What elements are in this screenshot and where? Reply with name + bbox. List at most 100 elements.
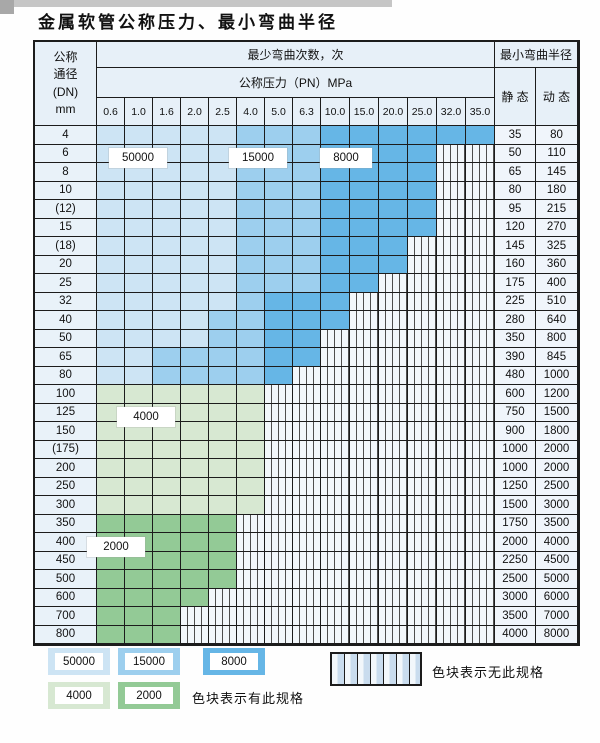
static-radius-value: 3000: [495, 588, 536, 607]
cell-bend-times-4000: [237, 477, 265, 496]
cell-bend-times-50000: [181, 274, 209, 293]
cell-bend-times-8000: [379, 126, 408, 145]
cell-bend-times-2000: [97, 570, 125, 589]
cell-bend-times-2000: [181, 533, 209, 552]
cell-no-spec: [408, 440, 437, 459]
cell-bend-times-8000: [379, 181, 408, 200]
cell-bend-times-15000: [237, 126, 265, 145]
cell-bend-times-50000: [153, 200, 181, 219]
pressure-column-header: 1.0: [125, 98, 153, 126]
dynamic-radius-value: 7000: [536, 607, 578, 626]
pressure-column-header: 2.0: [181, 98, 209, 126]
cell-no-spec: [350, 440, 379, 459]
cell-no-spec: [379, 440, 408, 459]
cell-bend-times-2000: [97, 514, 125, 533]
cell-bend-times-50000: [125, 200, 153, 219]
cell-bend-times-4000: [153, 459, 181, 478]
cell-no-spec: [293, 551, 321, 570]
cell-no-spec: [466, 274, 495, 293]
cell-no-spec: [408, 385, 437, 404]
cell-bend-times-50000: [209, 200, 237, 219]
cell-bend-times-4000: [125, 440, 153, 459]
cell-bend-times-8000: [379, 218, 408, 237]
cell-bend-times-15000: [181, 348, 209, 367]
static-radius-value: 3500: [495, 607, 536, 626]
cell-no-spec: [466, 570, 495, 589]
cell-bend-times-50000: [181, 292, 209, 311]
cell-bend-times-2000: [181, 570, 209, 589]
cell-bend-times-8000: [265, 348, 293, 367]
cell-no-spec: [466, 403, 495, 422]
cell-bend-times-4000: [209, 440, 237, 459]
cell-bend-times-8000: [321, 274, 350, 293]
cell-no-spec: [237, 625, 265, 644]
static-radius-value: 1000: [495, 459, 536, 478]
cell-bend-times-50000: [181, 329, 209, 348]
cell-no-spec: [408, 329, 437, 348]
dynamic-radius-value: 1500: [536, 403, 578, 422]
cell-bend-times-2000: [181, 551, 209, 570]
dynamic-radius-value: 270: [536, 218, 578, 237]
cell-no-spec: [350, 514, 379, 533]
cell-bend-times-4000: [97, 459, 125, 478]
cell-no-spec: [350, 366, 379, 385]
cell-no-spec: [408, 551, 437, 570]
cell-no-spec: [437, 496, 466, 515]
cell-bend-times-8000: [321, 181, 350, 200]
cell-bend-times-50000: [153, 181, 181, 200]
cell-bend-times-15000: [153, 366, 181, 385]
pressure-column-header: 15.0: [350, 98, 379, 126]
cell-no-spec: [237, 533, 265, 552]
static-radius-value: 2500: [495, 570, 536, 589]
static-radius-value: 120: [495, 218, 536, 237]
cell-no-spec: [379, 533, 408, 552]
static-radius-value: 95: [495, 200, 536, 219]
dn-value: 20: [35, 255, 97, 274]
cell-no-spec: [437, 181, 466, 200]
dynamic-radius-value: 3000: [536, 496, 578, 515]
cell-no-spec: [437, 588, 466, 607]
dn-value: 4: [35, 126, 97, 145]
cell-no-spec: [237, 514, 265, 533]
dynamic-radius-value: 1200: [536, 385, 578, 404]
cell-no-spec: [293, 440, 321, 459]
cell-bend-times-4000: [125, 496, 153, 515]
cell-no-spec: [265, 477, 293, 496]
cell-no-spec: [293, 366, 321, 385]
cell-bend-times-4000: [181, 477, 209, 496]
cell-bend-times-4000: [125, 477, 153, 496]
cell-bend-times-50000: [125, 366, 153, 385]
cell-bend-times-15000: [293, 163, 321, 182]
cell-bend-times-2000: [181, 514, 209, 533]
dn-value: 25: [35, 274, 97, 293]
cell-no-spec: [350, 496, 379, 515]
static-radius-value: 160: [495, 255, 536, 274]
cell-no-spec: [437, 625, 466, 644]
cell-bend-times-50000: [181, 200, 209, 219]
cell-bend-times-4000: [181, 422, 209, 441]
cell-bend-times-4000: [237, 403, 265, 422]
dn-value: 450: [35, 551, 97, 570]
cell-bend-times-4000: [209, 385, 237, 404]
cell-bend-times-50000: [181, 255, 209, 274]
cell-bend-times-15000: [265, 126, 293, 145]
cell-bend-times-4000: [125, 385, 153, 404]
cell-bend-times-2000: [97, 588, 125, 607]
dynamic-radius-value: 6000: [536, 588, 578, 607]
dn-header-line: 通径: [53, 67, 78, 82]
dn-value: 15: [35, 218, 97, 237]
cell-bend-times-2000: [125, 514, 153, 533]
cell-bend-times-2000: [125, 588, 153, 607]
cell-no-spec: [379, 292, 408, 311]
cell-no-spec: [293, 533, 321, 552]
cell-no-spec: [466, 329, 495, 348]
dn-value: 50: [35, 329, 97, 348]
cell-no-spec: [350, 533, 379, 552]
dynamic-radius-value: 2500: [536, 477, 578, 496]
static-radius-value: 225: [495, 292, 536, 311]
cell-bend-times-50000: [153, 126, 181, 145]
cell-no-spec: [466, 163, 495, 182]
cell-no-spec: [466, 237, 495, 256]
cell-no-spec: [437, 255, 466, 274]
legend-swatch-label: 4000: [55, 687, 103, 704]
